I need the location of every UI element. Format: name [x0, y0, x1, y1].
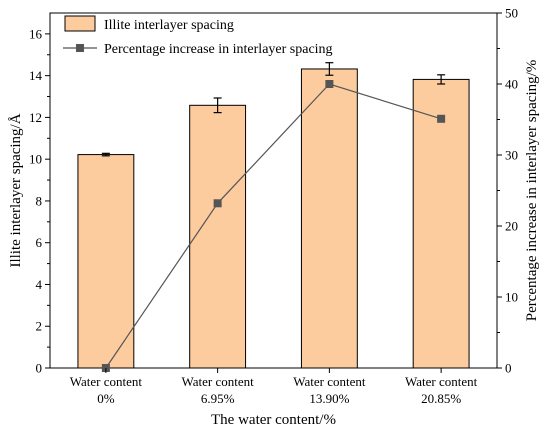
series-line: [105, 83, 442, 369]
legend-bar-swatch: [64, 15, 96, 32]
legend-marker-swatch: [76, 44, 84, 52]
series-marker: [213, 199, 222, 208]
right-y-tick-label: 50: [505, 6, 518, 21]
x-axis-title: The water content/%: [211, 412, 336, 428]
right-y-tick-label: 0: [505, 361, 512, 376]
x-tick-label-line2: 6.95%: [201, 391, 235, 406]
left-y-tick-label: 14: [29, 68, 43, 83]
right-y-axis-title: Percentage increase in interlayer spacin…: [524, 60, 540, 322]
x-tick-label-line1: Water content: [70, 374, 143, 389]
right-y-tick-label: 40: [505, 77, 518, 92]
left-y-tick-label: 12: [29, 110, 42, 125]
left-y-tick-label: 2: [36, 319, 43, 334]
x-tick-label-line1: Water content: [182, 374, 255, 389]
legend-label: Percentage increase in interlayer spacin…: [104, 42, 333, 57]
right-y-tick-label: 20: [505, 219, 518, 234]
bar: [77, 154, 135, 369]
left-y-tick-label: 16: [29, 26, 43, 41]
x-tick-label-line1: Water content: [405, 374, 478, 389]
bar: [412, 78, 470, 369]
series-marker: [437, 114, 446, 123]
right-y-tick-label: 10: [505, 290, 518, 305]
left-y-tick-label: 6: [36, 235, 43, 250]
x-tick-label-line2: 20.85%: [421, 391, 461, 406]
right-y-tick-label: 30: [505, 148, 518, 163]
x-tick-label-line2: 13.90%: [309, 391, 349, 406]
x-tick-label-line2: 0%: [97, 391, 115, 406]
left-y-axis-title: Illite interlayer spacing/Å: [8, 113, 24, 267]
bar: [300, 68, 358, 369]
series-marker: [325, 80, 334, 88]
left-y-tick-label: 0: [36, 361, 43, 376]
x-tick-label-line1: Water content: [293, 374, 366, 389]
legend-label: Illite interlayer spacing: [104, 18, 234, 33]
left-y-tick-label: 10: [29, 152, 42, 167]
bar: [189, 104, 247, 369]
left-y-tick-label: 8: [36, 193, 43, 208]
left-y-tick-label: 4: [36, 277, 43, 292]
